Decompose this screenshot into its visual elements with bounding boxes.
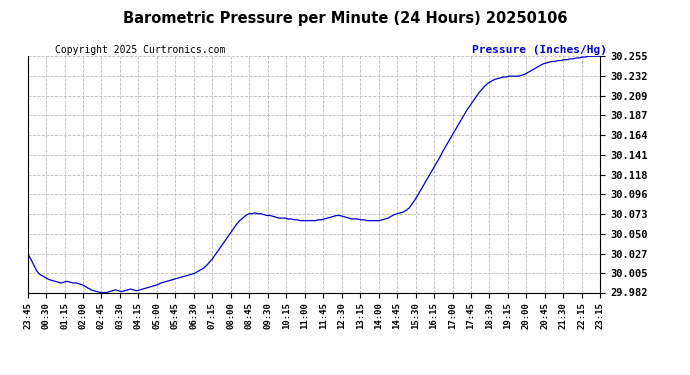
Text: Pressure (Inches/Hg): Pressure (Inches/Hg) xyxy=(472,45,607,55)
Text: Copyright 2025 Curtronics.com: Copyright 2025 Curtronics.com xyxy=(55,45,226,55)
Text: Barometric Pressure per Minute (24 Hours) 20250106: Barometric Pressure per Minute (24 Hours… xyxy=(123,11,567,26)
